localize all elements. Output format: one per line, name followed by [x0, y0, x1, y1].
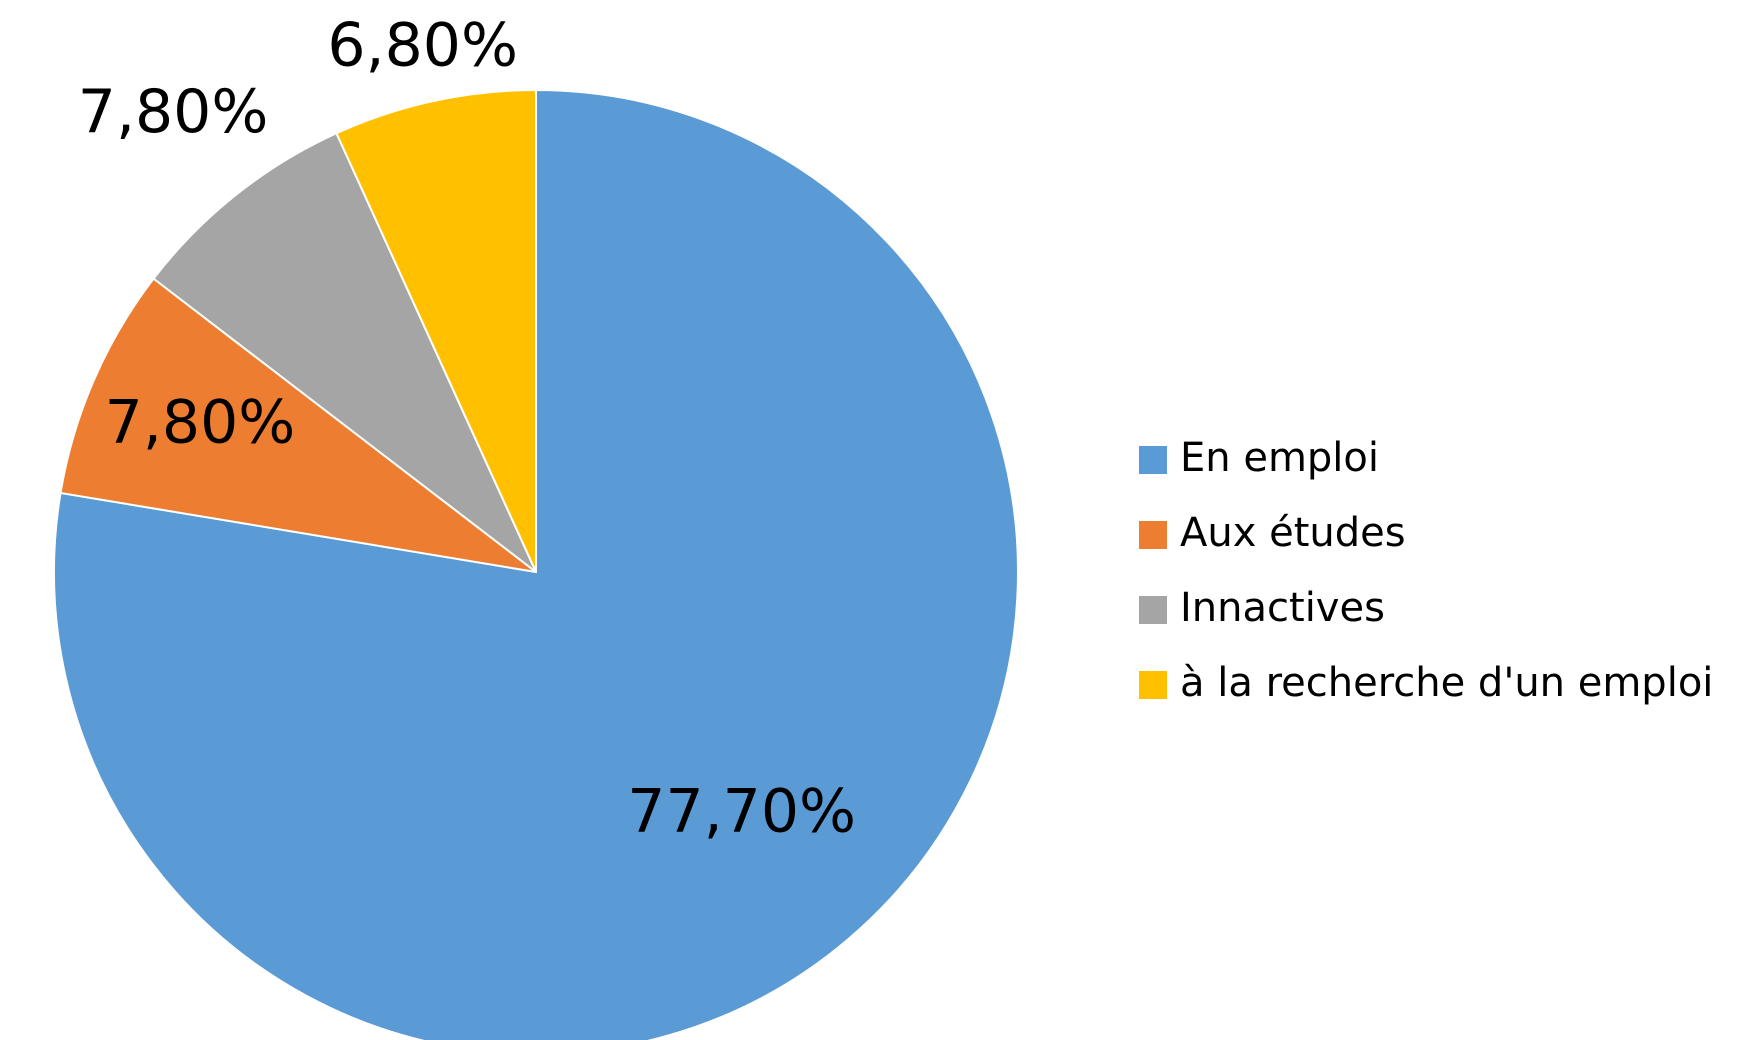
data-label: 7,80%	[78, 77, 269, 147]
data-label: 7,80%	[105, 388, 296, 458]
legend-label: à la recherche d'un emploi	[1180, 660, 1713, 706]
legend-label: Innactives	[1180, 585, 1385, 631]
legend-swatch	[1139, 596, 1167, 624]
legend-label: Aux études	[1180, 510, 1406, 556]
legend-label: En emploi	[1180, 435, 1379, 481]
data-label: 77,70%	[627, 776, 856, 846]
legend-swatch	[1139, 446, 1167, 474]
legend-swatch	[1139, 521, 1167, 549]
data-label: 6,80%	[327, 11, 518, 81]
pie-slice	[59, 277, 537, 573]
pie-slice	[53, 88, 1019, 1040]
pie-slice	[152, 131, 537, 573]
pie-slice	[335, 88, 537, 573]
legend-swatch	[1139, 671, 1167, 699]
